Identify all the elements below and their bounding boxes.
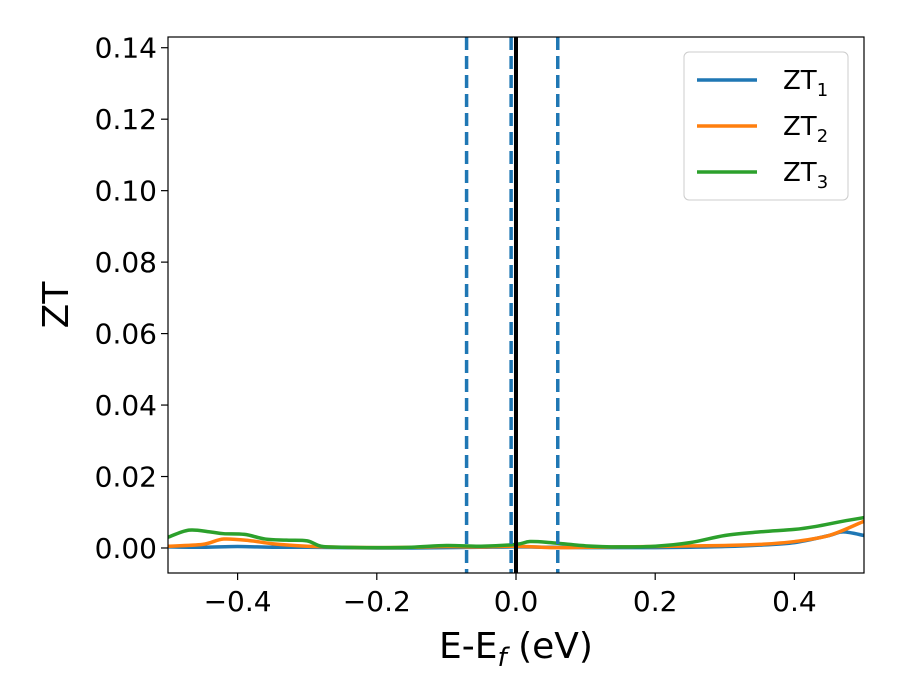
y-tick-label: 0.02 (95, 461, 157, 494)
y-axis-label: ZT (36, 281, 77, 329)
x-tick-label: 0.2 (633, 585, 678, 618)
series-line-zt3 (168, 515, 864, 550)
x-tick-label: −0.4 (204, 585, 272, 618)
legend-label-zt3: ZT3 (783, 158, 828, 193)
legend: ZT1 ZT2 ZT3 (683, 51, 849, 201)
y-tick-label: 0.08 (95, 246, 157, 279)
vertical-reference-lines (464, 37, 560, 573)
y-tick-label: 0.10 (95, 175, 157, 208)
x-tick-label: 0.0 (494, 585, 539, 618)
y-tick-label: 0.00 (95, 532, 157, 565)
legend-box (683, 51, 849, 201)
x-tick-label: −0.2 (343, 585, 411, 618)
plot-area (168, 515, 864, 550)
legend-label-zt1: ZT1 (783, 66, 828, 101)
y-axis: 0.00 0.02 0.04 0.06 0.08 0.10 0.12 0.14 (95, 32, 168, 565)
x-tick-label: 0.4 (772, 585, 817, 618)
x-axis: −0.4 −0.2 0.0 0.2 0.4 (204, 573, 817, 618)
y-tick-label: 0.06 (95, 318, 157, 351)
x-axis-label: E-Ef (eV) (439, 626, 593, 673)
y-tick-label: 0.04 (95, 389, 157, 422)
y-tick-label: 0.12 (95, 103, 157, 136)
y-tick-label: 0.14 (95, 32, 157, 65)
legend-label-zt2: ZT2 (783, 112, 828, 147)
